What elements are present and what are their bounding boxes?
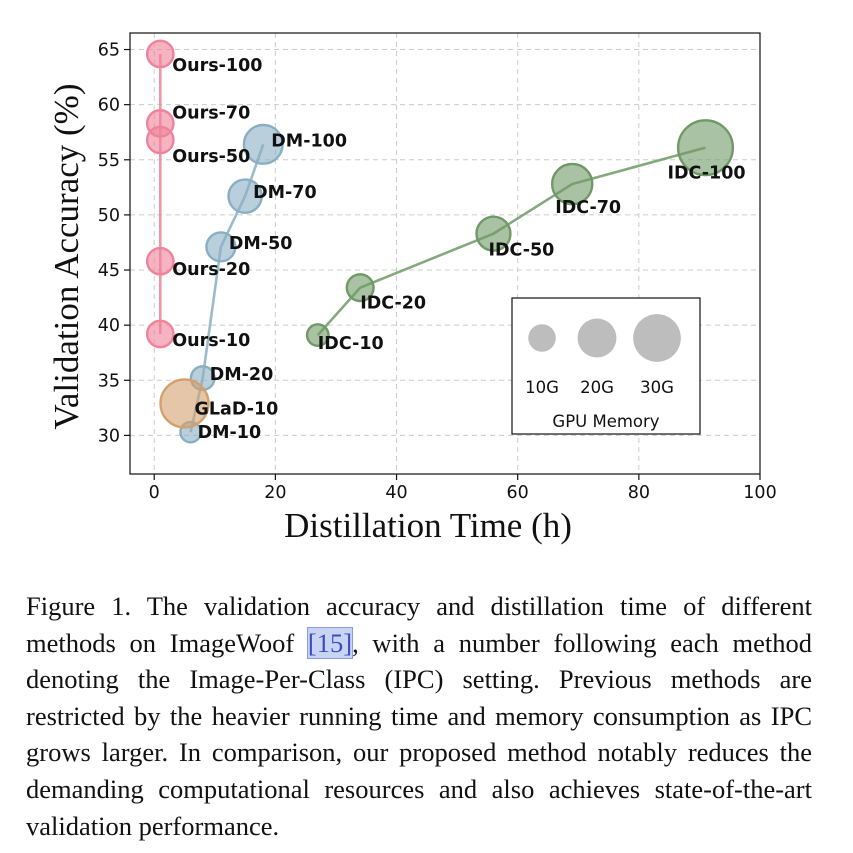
point-dm-50 — [205, 231, 237, 263]
legend-label-20g: 20G — [580, 378, 614, 397]
point-dm-70 — [227, 178, 263, 214]
caption-suffix: , with a number following each method de… — [26, 627, 812, 841]
citation-link[interactable]: [15] — [306, 626, 354, 659]
label-idc-20: IDC-20 — [360, 294, 426, 314]
label-ours-100: Ours-100 — [172, 56, 262, 76]
label-dm-20: DM-20 — [210, 365, 274, 385]
legend-label-10g: 10G — [525, 378, 559, 397]
y-tick-label-35: 35 — [98, 371, 120, 391]
x-tick-label-20: 20 — [264, 483, 286, 503]
figure-caption: Figure 1. The validation accuracy and di… — [26, 588, 812, 844]
point-labels: Ours-10 Ours-20 Ours-50 Ours-70 Ours-100 DM-1… — [172, 56, 745, 443]
label-glad-10: GLaD-10 — [195, 399, 279, 419]
point-ours-70 — [145, 109, 175, 138]
x-tick-label-80: 80 — [628, 483, 650, 503]
label-ours-70: Ours-70 — [172, 103, 250, 123]
data-points — [145, 39, 735, 444]
point-idc-70 — [550, 162, 594, 206]
y-tick-label-50: 50 — [98, 206, 120, 226]
legend-title: GPU Memory — [552, 412, 659, 431]
point-idc-100 — [676, 119, 735, 177]
y-tick-label-65: 65 — [98, 41, 120, 61]
label-dm-50: DM-50 — [229, 234, 293, 254]
plot-frame — [129, 32, 761, 475]
legend: 10G 20G 30G GPU Memory — [511, 297, 701, 435]
y-axis-label: Validation Accuracy (%) — [47, 84, 86, 430]
legend-label-30g: 30G — [640, 378, 674, 397]
x-tick-label-60: 60 — [507, 483, 529, 503]
x-axis-label: Distillation Time (h) — [284, 506, 572, 545]
label-idc-10: IDC-10 — [318, 334, 384, 354]
label-dm-70: DM-70 — [253, 183, 317, 203]
y-tick-label-55: 55 — [98, 151, 120, 171]
point-idc-10 — [305, 323, 330, 348]
x-tick-label-0: 0 — [149, 483, 160, 503]
label-idc-100: IDC-100 — [667, 164, 745, 184]
y-tick-label-60: 60 — [98, 96, 120, 116]
point-dm-100 — [242, 123, 284, 165]
point-idc-50 — [475, 215, 512, 252]
label-dm-100: DM-100 — [271, 131, 347, 151]
y-tick-label-40: 40 — [98, 316, 120, 336]
caption-prefix: Figure 1. The validation accuracy and di… — [26, 591, 812, 658]
label-idc-70: IDC-70 — [555, 198, 621, 218]
y-tick-label-45: 45 — [98, 261, 120, 281]
x-tick-label-40: 40 — [385, 483, 407, 503]
point-ours-100 — [145, 39, 175, 69]
point-ours-20 — [145, 246, 175, 276]
legend-bubble-10g — [528, 324, 556, 352]
label-ours-50: Ours-50 — [172, 147, 250, 167]
axes: 0 20 40 60 80 100 30 35 40 45 50 55 60 65 Distillation… — [47, 32, 777, 545]
point-ours-10 — [145, 319, 175, 349]
label-ours-10: Ours-10 — [172, 331, 250, 351]
legend-bubble-20g — [577, 318, 617, 358]
label-dm-10: DM-10 — [198, 423, 262, 443]
point-idc-20 — [345, 273, 375, 303]
y-tick-label-30: 30 — [98, 426, 120, 446]
point-glad-10 — [159, 378, 210, 429]
scatter-chart: Ours-10 Ours-20 Ours-50 Ours-70 Ours-100 DM-1… — [47, 32, 777, 545]
x-tick-label-100: 100 — [743, 483, 776, 503]
label-idc-50: IDC-50 — [488, 241, 554, 261]
label-ours-20: Ours-20 — [172, 260, 250, 280]
legend-bubble-30g — [633, 314, 681, 362]
